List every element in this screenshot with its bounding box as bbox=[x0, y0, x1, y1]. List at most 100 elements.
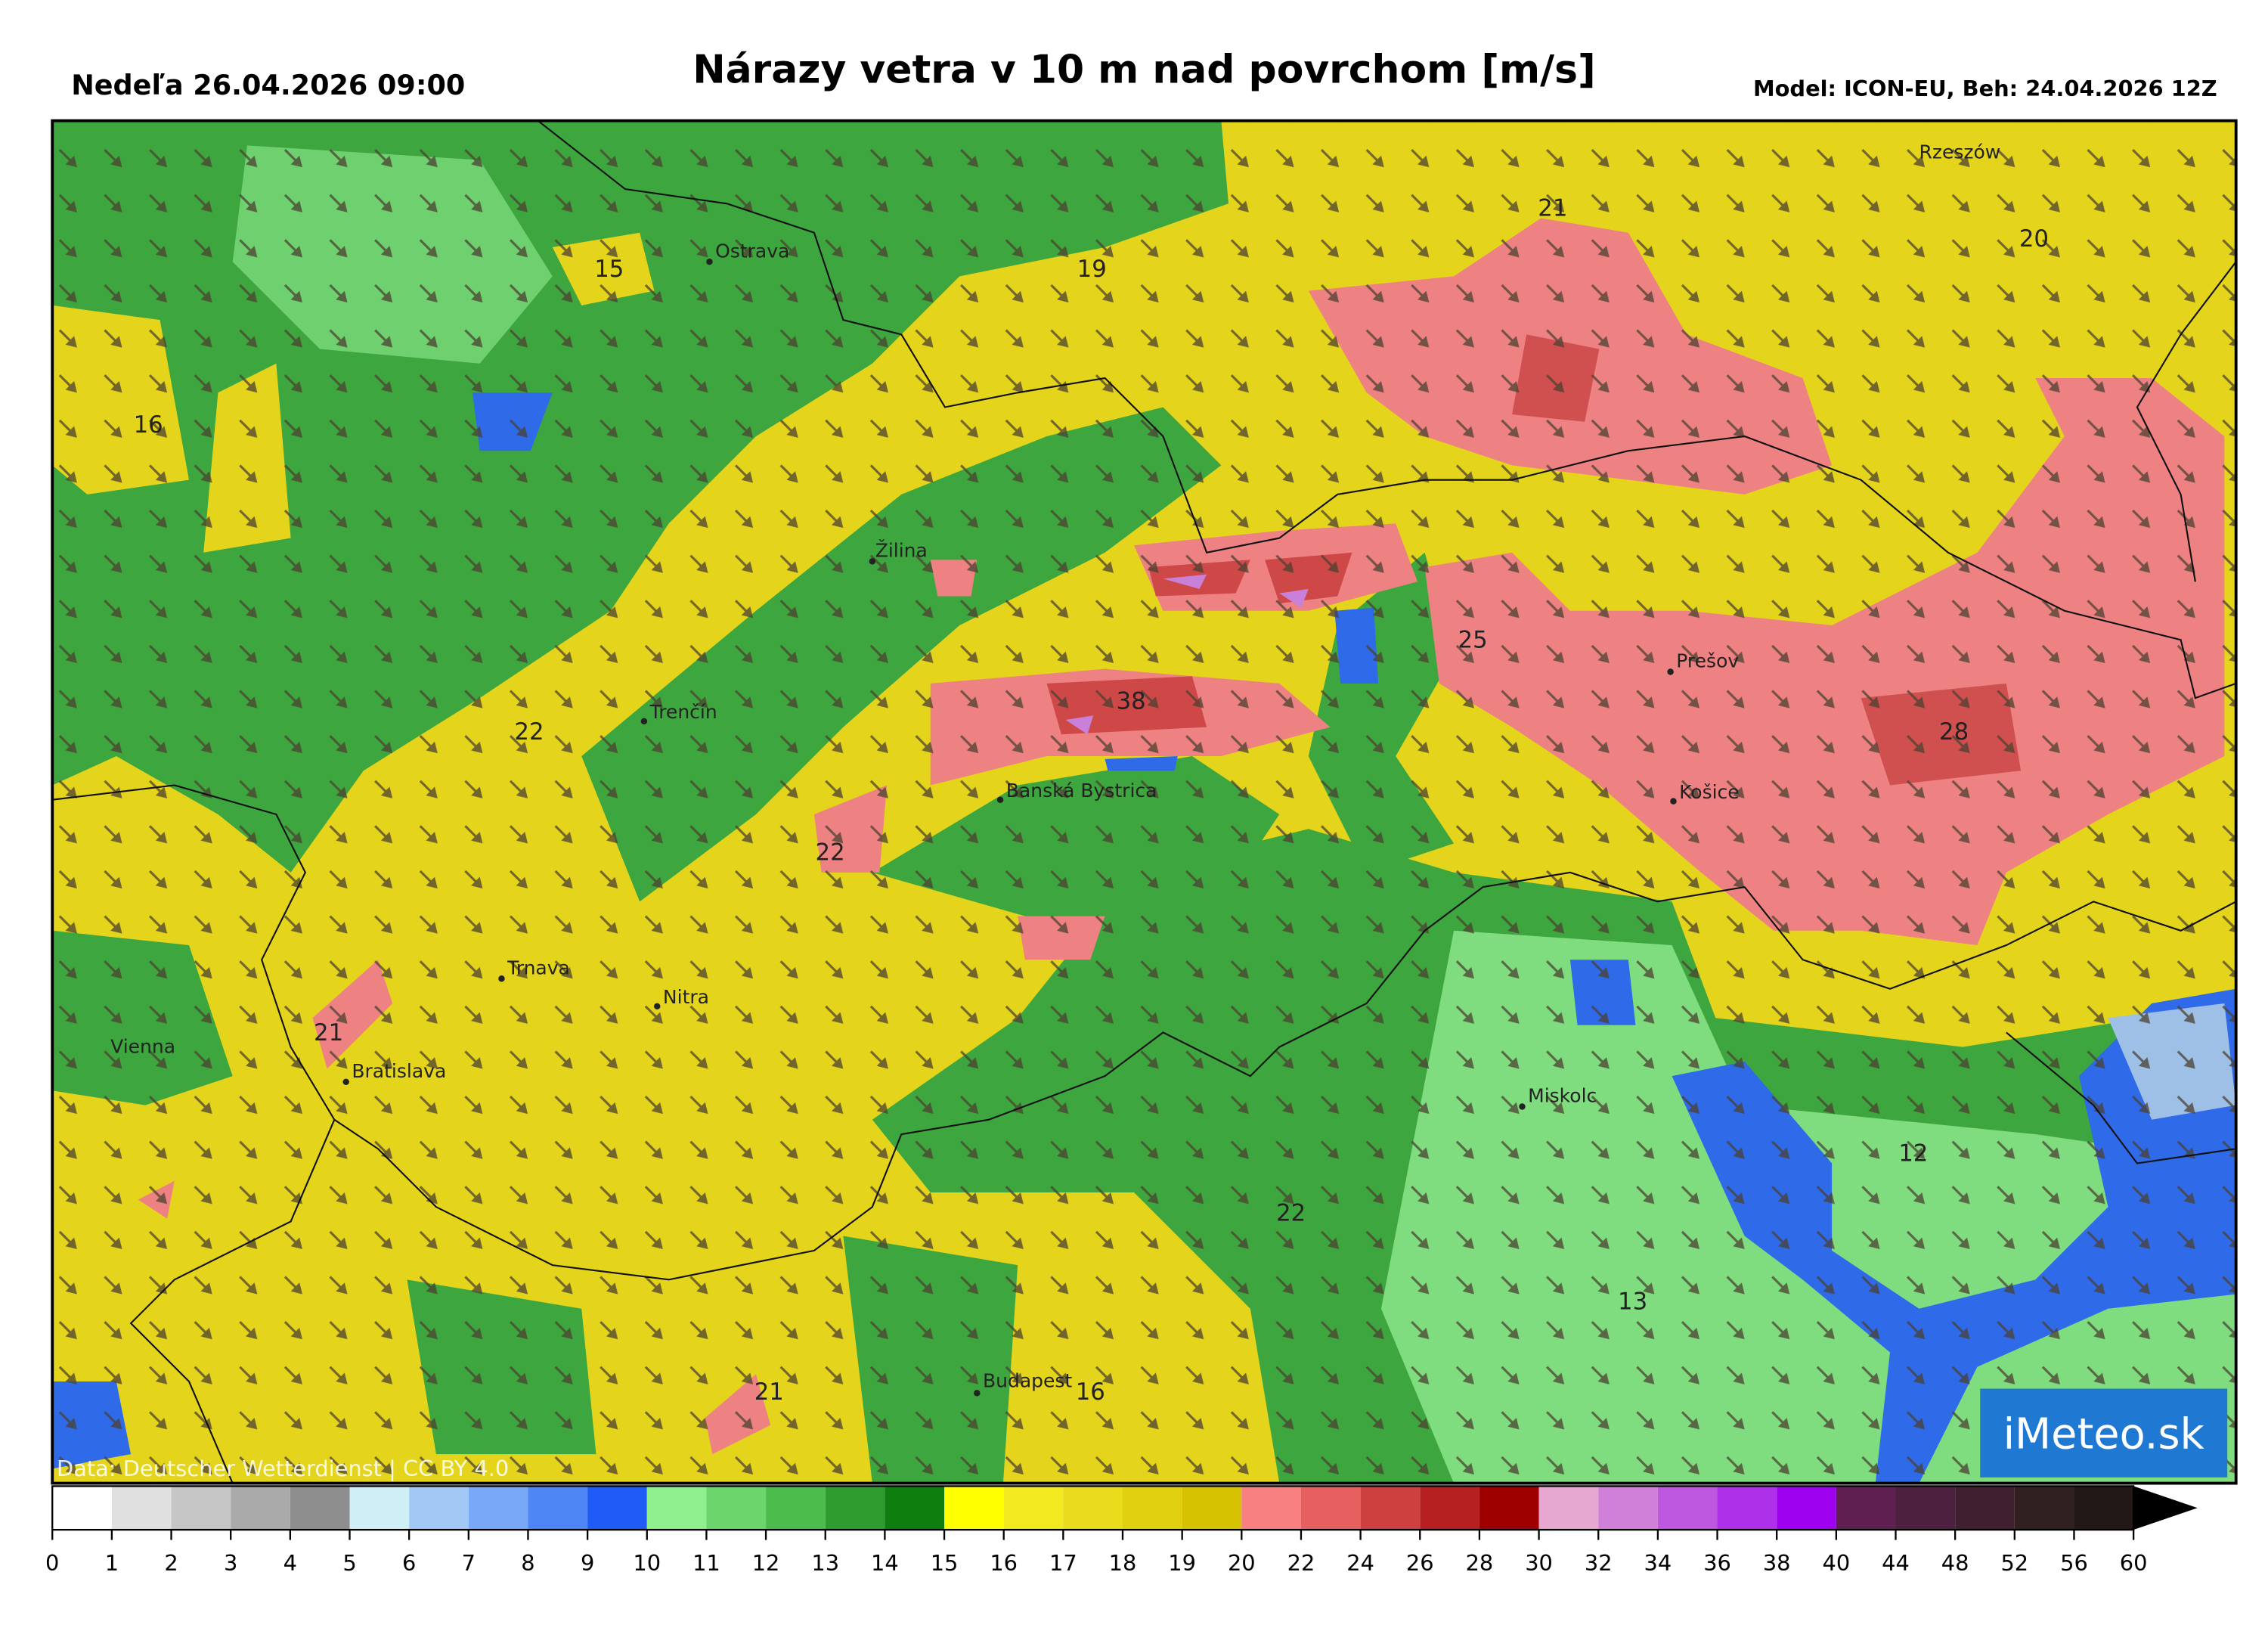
value-label: 16 bbox=[134, 411, 163, 439]
tick-label: 28 bbox=[1466, 1550, 1494, 1576]
color-bin bbox=[1836, 1486, 1896, 1530]
tick-label: 19 bbox=[1168, 1550, 1196, 1576]
city: Budapest bbox=[983, 1370, 1072, 1392]
tick-label: 44 bbox=[1882, 1550, 1910, 1576]
tick-label: 17 bbox=[1049, 1550, 1077, 1576]
values: 15 19 21 20 16 22 38 25 28 22 21 12 22 1… bbox=[134, 194, 2049, 1405]
color-bin bbox=[231, 1486, 290, 1530]
tick-label: 40 bbox=[1823, 1550, 1851, 1576]
color-bin bbox=[468, 1486, 528, 1530]
value-label: 12 bbox=[1898, 1140, 1928, 1167]
value-label: 21 bbox=[314, 1019, 343, 1047]
logo-box bbox=[1980, 1388, 2228, 1478]
color-bin bbox=[409, 1486, 469, 1530]
color-bin bbox=[1955, 1486, 2015, 1530]
tick-label: 38 bbox=[1763, 1550, 1791, 1576]
color-bin bbox=[1360, 1486, 1421, 1530]
map-frame bbox=[51, 119, 2238, 1485]
value-label: 22 bbox=[1276, 1199, 1306, 1226]
tick-label: 11 bbox=[692, 1550, 720, 1576]
city: Rzeszów bbox=[1919, 141, 2000, 163]
tick-label: 36 bbox=[1703, 1550, 1731, 1576]
color-bin bbox=[1300, 1486, 1361, 1530]
city: Prešov bbox=[1676, 650, 1739, 672]
color-bin bbox=[1241, 1486, 1301, 1530]
tick-label: 20 bbox=[1228, 1550, 1256, 1576]
color-bin bbox=[1538, 1486, 1599, 1530]
color-bin bbox=[2074, 1486, 2134, 1530]
color-bin bbox=[1182, 1486, 1242, 1530]
value-label: 25 bbox=[1458, 627, 1488, 654]
color-bin bbox=[528, 1486, 588, 1530]
value-label: 38 bbox=[1117, 687, 1146, 715]
colorbar: 0 1 2 3 4 5 6 7 8 9 10 11 12 13 14 15 16 17 18 19 20 22 24 26 28… bbox=[45, 1485, 2198, 1576]
tick-label: 16 bbox=[990, 1550, 1018, 1576]
tick-label: 9 bbox=[581, 1550, 594, 1576]
city: Košice bbox=[1679, 781, 1740, 803]
tick-label: 26 bbox=[1406, 1550, 1434, 1576]
tick-label: 60 bbox=[2120, 1550, 2148, 1576]
credit: Data: Deutscher Wetterdienst | CC BY 4.0 bbox=[57, 1456, 509, 1481]
value-label: 22 bbox=[816, 839, 845, 866]
value-label: 19 bbox=[1077, 256, 1107, 283]
tick-label: 0 bbox=[45, 1550, 59, 1576]
color-bin bbox=[1717, 1486, 1777, 1530]
value-label: 20 bbox=[2019, 225, 2049, 253]
color-bin bbox=[1420, 1486, 1479, 1530]
color-bin bbox=[171, 1486, 231, 1530]
tick-label: 24 bbox=[1346, 1550, 1374, 1576]
colorbar-frame bbox=[51, 1485, 2135, 1531]
tick-label: 12 bbox=[752, 1550, 780, 1576]
tick-label: 48 bbox=[1941, 1550, 1969, 1576]
tick-label: 34 bbox=[1644, 1550, 1672, 1576]
date: Nedeľa 26.04.2026 09:00 bbox=[71, 69, 465, 101]
tick-label: 4 bbox=[284, 1550, 297, 1576]
color-bin bbox=[646, 1486, 707, 1530]
city: Bratislava bbox=[352, 1060, 446, 1082]
value-label: 15 bbox=[594, 256, 624, 283]
tick-label: 5 bbox=[342, 1550, 356, 1576]
color-bin bbox=[1598, 1486, 1658, 1530]
logo: iMeteo.sk bbox=[2003, 1409, 2205, 1459]
city: Ostrava bbox=[715, 240, 789, 262]
city: Trenčín bbox=[649, 701, 717, 723]
color-bin bbox=[766, 1486, 826, 1530]
value-label: 13 bbox=[1618, 1288, 1647, 1316]
color-bin bbox=[1003, 1486, 1064, 1530]
tick-label: 22 bbox=[1287, 1550, 1315, 1576]
tick-label: 32 bbox=[1585, 1550, 1613, 1576]
color-bin bbox=[825, 1486, 885, 1530]
tick-label: 14 bbox=[871, 1550, 899, 1576]
cities: Ostrava Žilina Trenčín Banská Bystrica T… bbox=[110, 141, 2000, 1397]
tick-label: 3 bbox=[224, 1550, 237, 1576]
tick-label: 13 bbox=[811, 1550, 839, 1576]
value-label: 22 bbox=[514, 718, 544, 746]
tick-label: 15 bbox=[931, 1550, 959, 1576]
tick-label: 30 bbox=[1525, 1550, 1553, 1576]
tick-label: 18 bbox=[1109, 1550, 1137, 1576]
color-bin bbox=[2014, 1486, 2074, 1530]
tick-label: 10 bbox=[633, 1550, 661, 1576]
color-bin bbox=[587, 1486, 647, 1530]
city: Vienna bbox=[110, 1035, 175, 1057]
model: Model: ICON-EU, Beh: 24.04.2026 12Z bbox=[1753, 76, 2217, 101]
color-bin bbox=[944, 1486, 1004, 1530]
color-bin bbox=[1123, 1486, 1182, 1530]
tick-label: 7 bbox=[462, 1550, 476, 1576]
city: Banská Bystrica bbox=[1006, 780, 1157, 802]
title: Nárazy vetra v 10 m nad povrchom [m/s] bbox=[692, 48, 1596, 93]
tick-label: 8 bbox=[521, 1550, 534, 1576]
color-bin bbox=[1063, 1486, 1123, 1530]
tick-label: 52 bbox=[2000, 1550, 2028, 1576]
tick-label: 2 bbox=[164, 1550, 178, 1576]
city: Miskolc bbox=[1528, 1085, 1597, 1107]
value-label: 21 bbox=[754, 1378, 784, 1406]
city: Trnava bbox=[507, 957, 570, 979]
tick-label: 1 bbox=[105, 1550, 119, 1576]
color-bin bbox=[111, 1486, 172, 1530]
color-bin bbox=[706, 1486, 767, 1530]
color-bin bbox=[1479, 1486, 1539, 1530]
city: Žilina bbox=[875, 540, 928, 562]
color-bin bbox=[885, 1486, 945, 1530]
value-label: 28 bbox=[1939, 718, 1969, 746]
